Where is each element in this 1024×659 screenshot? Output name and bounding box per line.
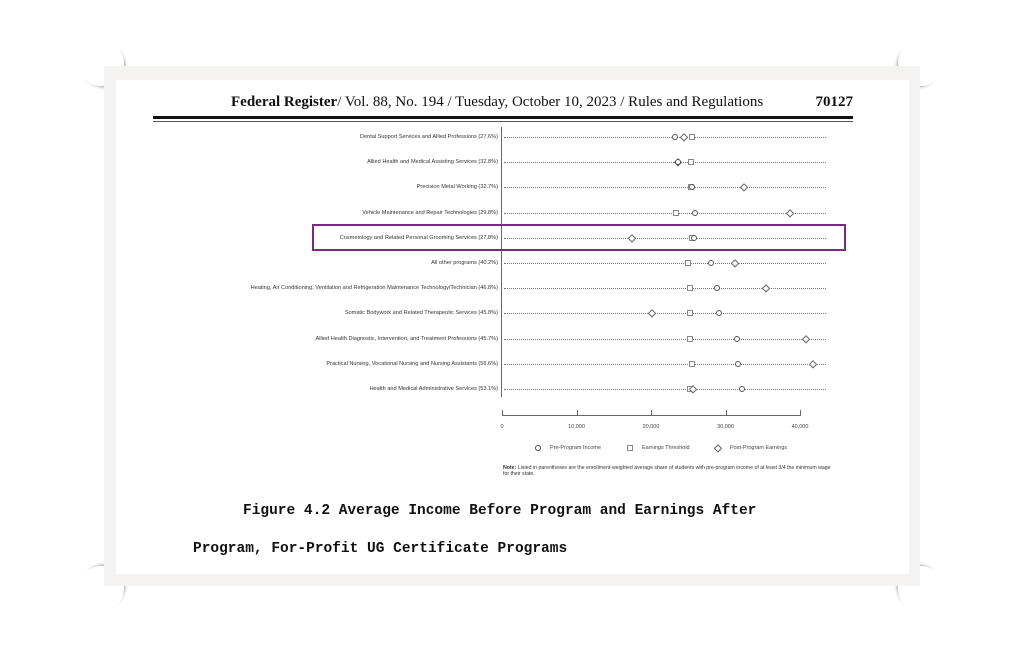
row-guide-line bbox=[504, 212, 826, 214]
legend-label: Post-Program Earnings bbox=[730, 445, 788, 451]
category-label: Precision Metal Working (32.7%) bbox=[416, 184, 498, 191]
row-guide-line bbox=[504, 237, 826, 239]
square-marker-icon bbox=[673, 209, 680, 216]
x-tick bbox=[502, 410, 503, 416]
circle-marker-icon bbox=[691, 209, 698, 216]
note-text: Listed in parentheses are the enrollment… bbox=[503, 465, 831, 478]
category-label: Health and Medical Administrative Servic… bbox=[369, 386, 498, 392]
x-tick bbox=[651, 410, 652, 416]
row-guide-line bbox=[504, 363, 826, 365]
square-marker-icon bbox=[627, 445, 633, 451]
diamond-marker-icon bbox=[731, 259, 740, 267]
category-label: Vehicle Maintenance and Repair Technolog… bbox=[362, 209, 498, 216]
square-marker-icon bbox=[688, 360, 695, 367]
y-axis bbox=[501, 127, 502, 397]
legend-item-post-program-earnings: Post-Program Earnings bbox=[714, 444, 788, 452]
circle-marker-icon bbox=[674, 159, 681, 166]
x-tick bbox=[576, 410, 578, 416]
diamond-marker-icon bbox=[714, 444, 722, 452]
legend-label: Earnings Threshold bbox=[642, 445, 690, 451]
chart-note: Note: Listed in parentheses are the enro… bbox=[503, 465, 833, 478]
x-tick-label: 40,000 bbox=[791, 424, 809, 430]
category-label: Heating, Air Conditioning, Ventilation a… bbox=[250, 285, 498, 292]
category-label: Allied Health Diagnostic, Intervention, … bbox=[315, 335, 498, 342]
category-label: All other programs (40.2%) bbox=[431, 260, 498, 266]
row-guide-line bbox=[504, 338, 826, 340]
square-marker-icon bbox=[688, 134, 695, 140]
note-prefix: Note: bbox=[503, 465, 517, 471]
diamond-marker-icon bbox=[802, 334, 810, 343]
row-guide-line bbox=[504, 162, 826, 164]
row-guide-line bbox=[504, 389, 826, 390]
circle-marker-icon bbox=[688, 184, 695, 191]
square-marker-icon bbox=[685, 260, 692, 266]
diamond-marker-icon bbox=[786, 208, 795, 217]
category-label: Cosmetology and Related Personal Groomin… bbox=[339, 234, 498, 241]
page-header: Federal Register/ Vol. 88, No. 194 / Tue… bbox=[153, 94, 853, 114]
square-marker-icon bbox=[687, 335, 694, 342]
circle-marker-icon bbox=[734, 335, 741, 342]
x-tick-label: 10,000 bbox=[568, 424, 585, 430]
legend-item-earnings-threshold: Earnings Threshold bbox=[627, 445, 690, 451]
square-marker-icon bbox=[686, 310, 693, 317]
category-label: Somatic Bodywork and Related Therapeutic… bbox=[344, 310, 498, 317]
header-rule-thick bbox=[153, 116, 853, 119]
x-tick-label: 30,000 bbox=[717, 424, 734, 430]
square-marker-icon bbox=[688, 159, 695, 166]
category-label: Allied Health and Medical Assisting Serv… bbox=[367, 159, 498, 166]
circle-marker-icon bbox=[735, 360, 742, 367]
circle-marker-icon bbox=[715, 310, 722, 317]
square-marker-icon bbox=[686, 285, 693, 292]
legend-label: Pre-Program Income bbox=[550, 445, 602, 451]
circle-marker-icon bbox=[707, 260, 714, 266]
circle-marker-icon bbox=[691, 234, 698, 241]
circle-marker-icon bbox=[738, 386, 745, 392]
figure-caption-line-1: Figure 4.2 Average Income Before Program… bbox=[243, 503, 757, 519]
x-tick-label: 20,000 bbox=[642, 424, 660, 430]
header-publication-line: Federal Register/ Vol. 88, No. 194 / Tue… bbox=[231, 94, 763, 111]
circle-marker-icon bbox=[671, 134, 678, 140]
legend: Pre-Program Income Earnings Threshold Po… bbox=[0, 444, 1024, 457]
diamond-marker-icon bbox=[647, 309, 656, 318]
header-publication: Federal Register bbox=[231, 94, 338, 110]
category-label: Dental Support Services and Allied Profe… bbox=[359, 134, 498, 140]
row-guide-line bbox=[504, 187, 826, 189]
row-guide-line bbox=[504, 313, 826, 315]
page-number: 70127 bbox=[815, 94, 854, 110]
circle-marker-icon bbox=[714, 285, 721, 292]
diamond-marker-icon bbox=[679, 133, 688, 141]
x-tick bbox=[725, 410, 727, 416]
circle-marker-icon bbox=[535, 445, 541, 451]
legend-item-pre-program-income: Pre-Program Income bbox=[535, 445, 601, 451]
diamond-marker-icon bbox=[740, 183, 749, 192]
diamond-marker-icon bbox=[761, 284, 770, 293]
category-label: Practical Nursing, Vocational Nursing an… bbox=[326, 360, 498, 367]
x-tick-label: 0 bbox=[500, 424, 504, 430]
x-tick bbox=[800, 410, 801, 416]
header-rule-thin bbox=[153, 121, 853, 122]
diamond-marker-icon bbox=[808, 359, 817, 368]
header-details: / Vol. 88, No. 194 / Tuesday, October 10… bbox=[337, 94, 764, 110]
highlight-box-cosmetology bbox=[312, 223, 846, 251]
row-guide-line bbox=[504, 288, 826, 290]
row-guide-line bbox=[504, 137, 826, 138]
figure-caption-line-2: Program, For-Profit UG Certificate Progr… bbox=[193, 541, 568, 557]
row-guide-line bbox=[504, 263, 826, 264]
